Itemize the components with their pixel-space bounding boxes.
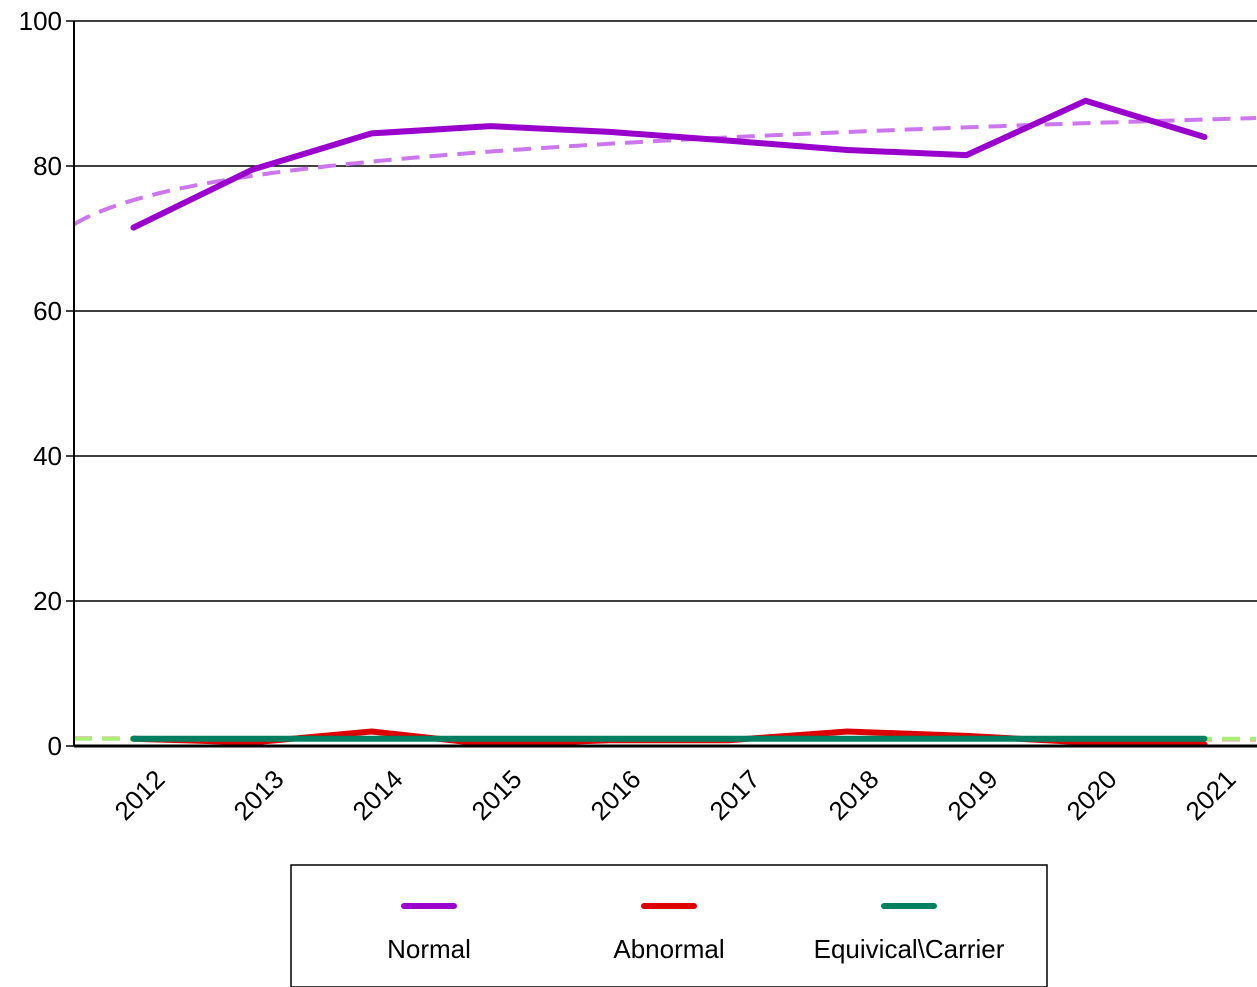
y-tick-label: 60 <box>33 296 62 326</box>
x-tick-label: 2013 <box>227 764 289 826</box>
y-tick-label: 40 <box>33 441 62 471</box>
gridlines <box>74 20 1257 602</box>
y-tick-label: 80 <box>33 151 62 181</box>
legend-label-2: Abnormal <box>613 934 724 964</box>
legend-box <box>290 864 1048 987</box>
x-tick-label: 2019 <box>941 764 1003 826</box>
x-tick-label: 2014 <box>346 764 408 826</box>
trendlines <box>73 116 1257 742</box>
axes <box>73 21 1257 748</box>
x-tick-label: 2012 <box>108 764 170 826</box>
legend: Normal Abnormal Equivical\Carrier <box>290 864 1048 987</box>
trendline-1 <box>73 116 1257 227</box>
y-tick-label: 100 <box>19 6 62 36</box>
y-tick-labels: 0 20 40 60 80 100 <box>19 6 74 761</box>
x-tick-label: 2018 <box>822 764 884 826</box>
series-line-1 <box>130 97 1208 231</box>
x-tick-label: 2017 <box>703 764 765 826</box>
x-tick-labels: 2012 2013 2014 2015 2016 2017 2018 2019 2020 2021 <box>108 764 1241 826</box>
series-lines <box>130 97 1208 748</box>
x-tick-label: 2015 <box>465 764 527 826</box>
y-tick-label: 20 <box>33 586 62 616</box>
y-tick-label: 0 <box>48 731 62 761</box>
legend-label-1: Normal <box>387 934 471 964</box>
x-tick-label: 2020 <box>1060 764 1122 826</box>
legend-label-3: Equivical\Carrier <box>814 934 1005 964</box>
x-tick-label: 2016 <box>584 764 646 826</box>
x-tick-label: 2021 <box>1179 764 1241 826</box>
